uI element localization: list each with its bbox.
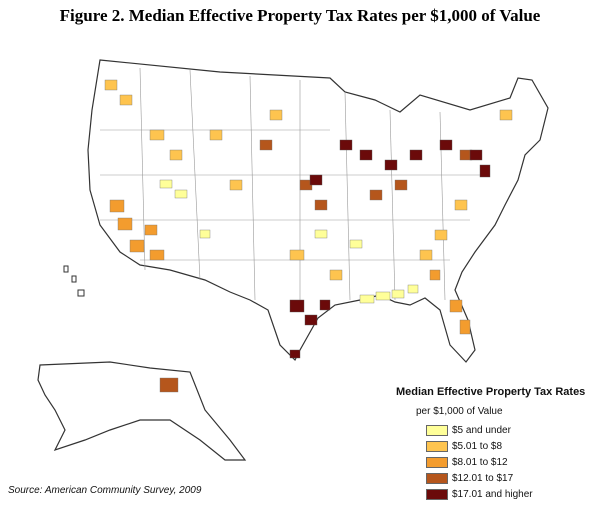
legend: Median Effective Property Tax Rates per …: [396, 386, 596, 502]
legend-label-5: $17.01 and higher: [452, 488, 533, 500]
figure-title: Figure 2. Median Effective Property Tax …: [59, 6, 541, 25]
legend-item-3: $8.01 to $12: [426, 454, 596, 470]
legend-label-2: $5.01 to $8: [452, 440, 503, 452]
legend-label-1: $5 and under: [452, 424, 511, 436]
legend-item-2: $5.01 to $8: [426, 438, 596, 454]
tier1-counties: [159, 179, 419, 304]
legend-swatch-5: [426, 488, 448, 500]
tier3-counties: [109, 199, 471, 335]
alaska-outline: [37, 361, 247, 461]
tier4-counties: [159, 139, 473, 393]
legend-item-1: $5 and under: [426, 422, 596, 438]
legend-label-3: $8.01 to $12: [452, 456, 508, 468]
legend-item-5: $17.01 and higher: [426, 486, 596, 502]
legend-label-4: $12.01 to $17: [452, 472, 514, 484]
us-outline: [87, 59, 549, 363]
legend-subtitle: per $1,000 of Value: [416, 406, 503, 417]
legend-swatch-4: [426, 472, 448, 484]
legend-swatch-1: [426, 424, 448, 436]
tier5-counties: [289, 139, 491, 359]
source-note: Source: American Community Survey, 2009: [8, 485, 202, 496]
legend-swatch-2: [426, 440, 448, 452]
legend-item-4: $12.01 to $17: [426, 470, 596, 486]
tier2-counties: [104, 79, 513, 281]
state-boundaries: [100, 67, 480, 301]
legend-title: Median Effective Property Tax Rates: [396, 386, 586, 398]
legend-swatch-3: [426, 456, 448, 468]
